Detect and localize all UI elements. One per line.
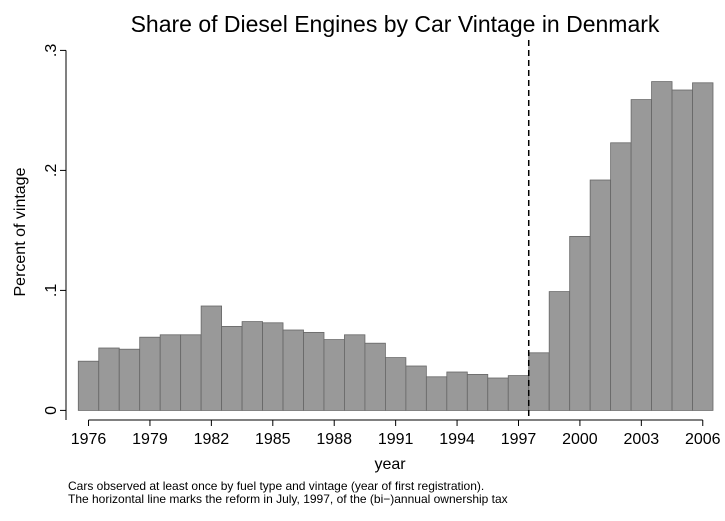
bar (282, 329, 304, 411)
bar (630, 99, 652, 411)
x-tick-label: 1988 (316, 431, 352, 448)
bar (528, 352, 550, 411)
bar (507, 375, 530, 411)
bar (446, 371, 468, 411)
bar (118, 348, 141, 411)
x-tick-label: 1997 (501, 431, 537, 448)
bar (77, 360, 100, 411)
x-axis-label: year (374, 456, 406, 473)
y-tick-label: 0 (43, 406, 60, 415)
bar (262, 322, 284, 411)
bar (364, 342, 386, 411)
note: Cars observed at least once by fuel type… (68, 479, 484, 493)
x-tick-label: 1982 (194, 431, 230, 448)
x-tick-label: 1991 (378, 431, 414, 448)
bar (139, 336, 161, 411)
bar (221, 325, 243, 411)
bar (692, 82, 714, 411)
x-tick-label: 2006 (685, 431, 721, 448)
bar (344, 334, 366, 411)
y-tick-label: .3 (43, 44, 60, 57)
bar (651, 81, 673, 411)
bar (241, 321, 263, 411)
y-tick-label: .1 (43, 284, 60, 297)
bar (589, 179, 612, 411)
bar (671, 89, 693, 411)
x-tick-label: 2000 (562, 431, 598, 448)
x-tick-label: 1976 (71, 431, 107, 448)
bar (98, 347, 120, 411)
bar (180, 334, 202, 411)
bar (610, 142, 632, 411)
bar (569, 235, 591, 411)
bar (425, 376, 448, 411)
x-tick-label: 2003 (624, 431, 660, 448)
bar (405, 365, 427, 411)
x-tick-label: 1985 (255, 431, 291, 448)
x-tick-label: 1979 (132, 431, 168, 448)
chart-title: Share of Diesel Engines by Car Vintage i… (131, 11, 660, 37)
bar (548, 291, 571, 411)
bar (303, 331, 325, 411)
bar (487, 377, 509, 411)
bar (200, 305, 223, 411)
bar (466, 373, 489, 411)
note: The horizontal line marks the reform in … (68, 492, 508, 506)
bar (323, 339, 345, 411)
y-axis-label: Percent of vintage (12, 167, 29, 296)
y-tick-label: .2 (43, 164, 60, 177)
bar (159, 334, 182, 411)
bar (385, 357, 407, 411)
x-tick-label: 1994 (439, 431, 475, 448)
